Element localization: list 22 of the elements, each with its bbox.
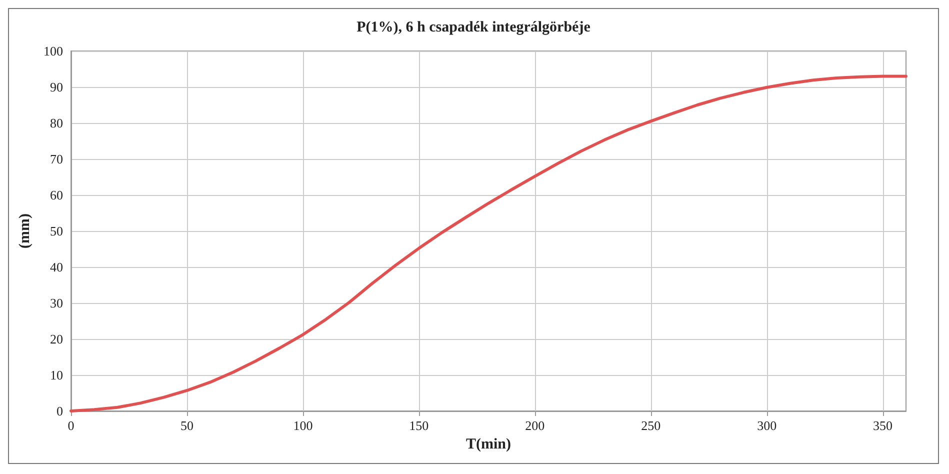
y-tick-label: 100 <box>44 44 63 58</box>
y-tick-label: 20 <box>50 332 63 346</box>
x-tick-label: 0 <box>68 418 74 433</box>
y-tick-label: 30 <box>50 296 63 310</box>
y-tick-label: 0 <box>56 404 63 418</box>
y-tick-label: 60 <box>50 188 63 202</box>
chart-title: P(1%), 6 h csapadék integrálgörbéje <box>356 20 591 36</box>
y-tick-label: 80 <box>50 116 63 130</box>
x-tick-label: 300 <box>757 418 777 433</box>
y-axis-title: (mm) <box>17 214 34 248</box>
y-tick-label: 40 <box>50 260 63 274</box>
x-tick-label: 350 <box>873 418 893 433</box>
x-tick-label: 250 <box>641 418 661 433</box>
y-tick-label: 50 <box>50 224 63 238</box>
y-tick-label: 10 <box>50 368 63 382</box>
x-tick-label: 50 <box>180 418 194 433</box>
x-tick-label: 100 <box>293 418 313 433</box>
x-axis-title: T(min) <box>466 436 512 452</box>
x-tick-label: 150 <box>409 418 429 433</box>
y-tick-label: 90 <box>50 80 63 94</box>
y-tick-label: 70 <box>50 152 63 166</box>
x-tick-label: 200 <box>525 418 545 433</box>
